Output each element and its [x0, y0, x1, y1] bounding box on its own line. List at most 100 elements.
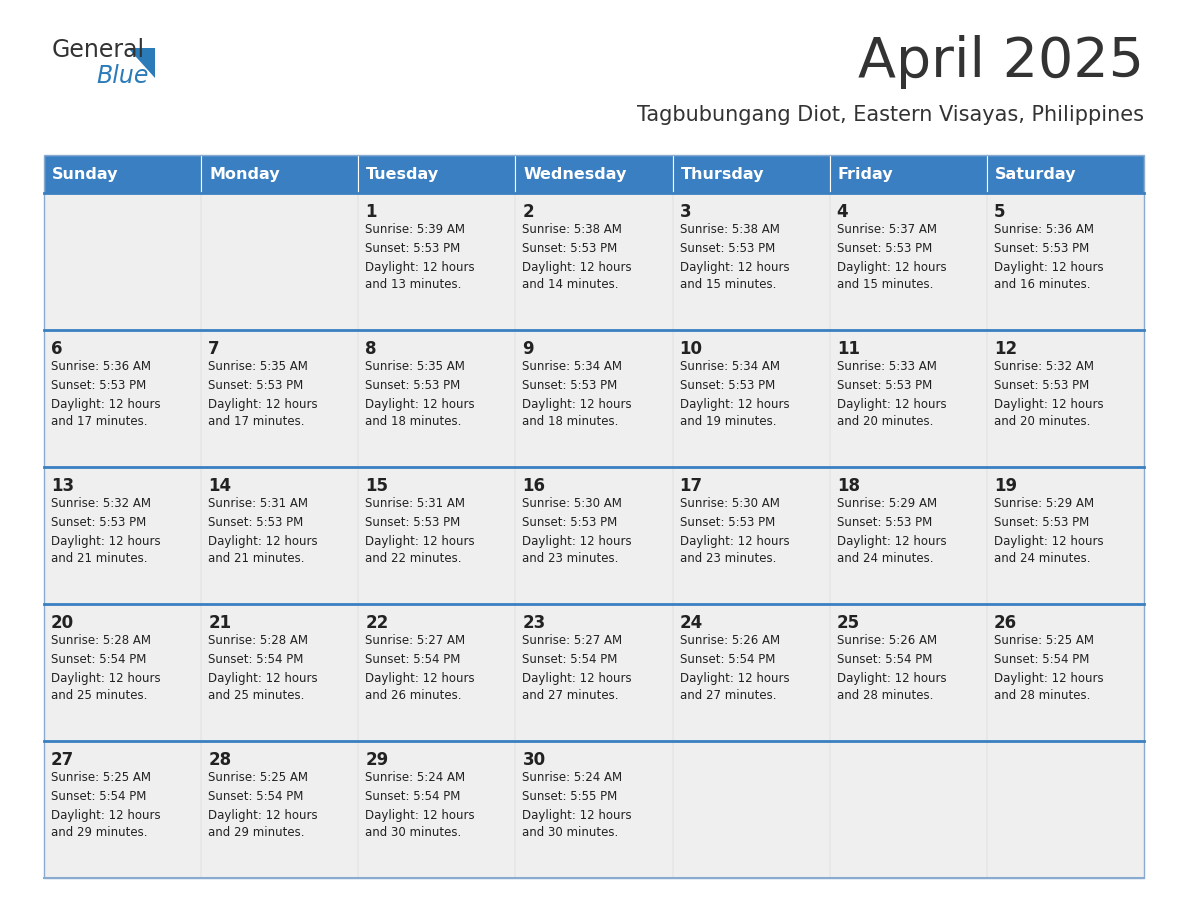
- Text: and 14 minutes.: and 14 minutes.: [523, 278, 619, 291]
- Text: Daylight: 12 hours: Daylight: 12 hours: [365, 809, 475, 822]
- Text: Sunrise: 5:28 AM: Sunrise: 5:28 AM: [51, 634, 151, 647]
- Text: 28: 28: [208, 751, 232, 769]
- Polygon shape: [128, 48, 154, 78]
- Text: 14: 14: [208, 477, 232, 495]
- Text: Sunset: 5:54 PM: Sunset: 5:54 PM: [51, 653, 146, 666]
- Bar: [829, 193, 987, 330]
- Text: 18: 18: [836, 477, 860, 495]
- Text: Sunset: 5:54 PM: Sunset: 5:54 PM: [365, 790, 461, 803]
- Text: Daylight: 12 hours: Daylight: 12 hours: [523, 535, 632, 548]
- Text: Sunset: 5:53 PM: Sunset: 5:53 PM: [994, 516, 1089, 529]
- Text: Daylight: 12 hours: Daylight: 12 hours: [523, 398, 632, 411]
- Text: and 22 minutes.: and 22 minutes.: [365, 552, 462, 565]
- Text: Sunrise: 5:33 AM: Sunrise: 5:33 AM: [836, 360, 936, 373]
- Text: and 28 minutes.: and 28 minutes.: [836, 689, 933, 702]
- Text: and 23 minutes.: and 23 minutes.: [680, 552, 776, 565]
- Text: Sunrise: 5:26 AM: Sunrise: 5:26 AM: [680, 634, 779, 647]
- Text: 30: 30: [523, 751, 545, 769]
- Text: Sunrise: 5:36 AM: Sunrise: 5:36 AM: [994, 223, 1094, 236]
- Text: and 18 minutes.: and 18 minutes.: [365, 415, 462, 428]
- Text: Sunrise: 5:25 AM: Sunrise: 5:25 AM: [994, 634, 1094, 647]
- Text: Daylight: 12 hours: Daylight: 12 hours: [836, 535, 947, 548]
- Text: Sunset: 5:53 PM: Sunset: 5:53 PM: [523, 242, 618, 255]
- Text: and 24 minutes.: and 24 minutes.: [836, 552, 934, 565]
- Bar: [359, 330, 516, 467]
- Bar: [44, 467, 201, 604]
- Bar: [987, 467, 1144, 604]
- Text: General: General: [52, 38, 145, 62]
- Text: Sunset: 5:54 PM: Sunset: 5:54 PM: [208, 653, 303, 666]
- Bar: [201, 193, 359, 330]
- Text: Sunrise: 5:38 AM: Sunrise: 5:38 AM: [680, 223, 779, 236]
- Bar: [829, 604, 987, 741]
- Text: 13: 13: [51, 477, 74, 495]
- Text: Sunrise: 5:30 AM: Sunrise: 5:30 AM: [523, 497, 623, 510]
- Bar: [44, 604, 201, 741]
- Text: Sunrise: 5:37 AM: Sunrise: 5:37 AM: [836, 223, 936, 236]
- Bar: [672, 193, 829, 330]
- Text: and 26 minutes.: and 26 minutes.: [365, 689, 462, 702]
- Text: Sunrise: 5:25 AM: Sunrise: 5:25 AM: [51, 771, 151, 784]
- Text: Sunrise: 5:24 AM: Sunrise: 5:24 AM: [365, 771, 466, 784]
- Text: Sunrise: 5:36 AM: Sunrise: 5:36 AM: [51, 360, 151, 373]
- Text: 19: 19: [994, 477, 1017, 495]
- Text: Sunset: 5:54 PM: Sunset: 5:54 PM: [365, 653, 461, 666]
- Text: 6: 6: [51, 340, 63, 358]
- Text: Sunrise: 5:27 AM: Sunrise: 5:27 AM: [523, 634, 623, 647]
- Text: Sunrise: 5:26 AM: Sunrise: 5:26 AM: [836, 634, 937, 647]
- Text: 20: 20: [51, 614, 74, 632]
- Text: Tuesday: Tuesday: [366, 166, 440, 182]
- Text: Sunset: 5:55 PM: Sunset: 5:55 PM: [523, 790, 618, 803]
- Text: Monday: Monday: [209, 166, 279, 182]
- Text: Daylight: 12 hours: Daylight: 12 hours: [365, 261, 475, 274]
- Text: Sunset: 5:54 PM: Sunset: 5:54 PM: [680, 653, 775, 666]
- Text: Sunrise: 5:27 AM: Sunrise: 5:27 AM: [365, 634, 466, 647]
- Text: Friday: Friday: [838, 166, 893, 182]
- Bar: [359, 193, 516, 330]
- Bar: [672, 467, 829, 604]
- Text: Sunday: Sunday: [52, 166, 119, 182]
- Text: Sunset: 5:53 PM: Sunset: 5:53 PM: [680, 242, 775, 255]
- Text: Sunrise: 5:28 AM: Sunrise: 5:28 AM: [208, 634, 308, 647]
- Text: Sunrise: 5:38 AM: Sunrise: 5:38 AM: [523, 223, 623, 236]
- Bar: [201, 741, 359, 878]
- Text: 27: 27: [51, 751, 74, 769]
- Bar: [829, 741, 987, 878]
- Text: and 29 minutes.: and 29 minutes.: [208, 826, 304, 839]
- Text: Sunrise: 5:39 AM: Sunrise: 5:39 AM: [365, 223, 466, 236]
- Bar: [516, 467, 672, 604]
- Text: and 25 minutes.: and 25 minutes.: [208, 689, 304, 702]
- Text: 22: 22: [365, 614, 388, 632]
- Text: Daylight: 12 hours: Daylight: 12 hours: [208, 535, 317, 548]
- Text: and 21 minutes.: and 21 minutes.: [51, 552, 147, 565]
- Bar: [201, 604, 359, 741]
- Text: Wednesday: Wednesday: [524, 166, 627, 182]
- Text: 23: 23: [523, 614, 545, 632]
- Text: Daylight: 12 hours: Daylight: 12 hours: [523, 809, 632, 822]
- Text: Saturday: Saturday: [994, 166, 1076, 182]
- Bar: [672, 604, 829, 741]
- Bar: [987, 330, 1144, 467]
- Text: Sunset: 5:54 PM: Sunset: 5:54 PM: [836, 653, 933, 666]
- Text: and 21 minutes.: and 21 minutes.: [208, 552, 304, 565]
- Text: Thursday: Thursday: [681, 166, 764, 182]
- Bar: [201, 330, 359, 467]
- Text: April 2025: April 2025: [858, 35, 1144, 89]
- Text: Daylight: 12 hours: Daylight: 12 hours: [680, 672, 789, 685]
- Text: 3: 3: [680, 203, 691, 221]
- Text: Sunset: 5:53 PM: Sunset: 5:53 PM: [994, 242, 1089, 255]
- Bar: [359, 467, 516, 604]
- Bar: [672, 330, 829, 467]
- Text: Sunset: 5:53 PM: Sunset: 5:53 PM: [523, 379, 618, 392]
- Text: Daylight: 12 hours: Daylight: 12 hours: [994, 672, 1104, 685]
- Text: Daylight: 12 hours: Daylight: 12 hours: [208, 398, 317, 411]
- Text: and 27 minutes.: and 27 minutes.: [523, 689, 619, 702]
- Text: Sunset: 5:54 PM: Sunset: 5:54 PM: [523, 653, 618, 666]
- Bar: [829, 467, 987, 604]
- Bar: [516, 330, 672, 467]
- Text: Sunrise: 5:30 AM: Sunrise: 5:30 AM: [680, 497, 779, 510]
- Text: Sunset: 5:53 PM: Sunset: 5:53 PM: [365, 242, 461, 255]
- Text: Daylight: 12 hours: Daylight: 12 hours: [994, 398, 1104, 411]
- Text: 2: 2: [523, 203, 535, 221]
- Text: Daylight: 12 hours: Daylight: 12 hours: [523, 261, 632, 274]
